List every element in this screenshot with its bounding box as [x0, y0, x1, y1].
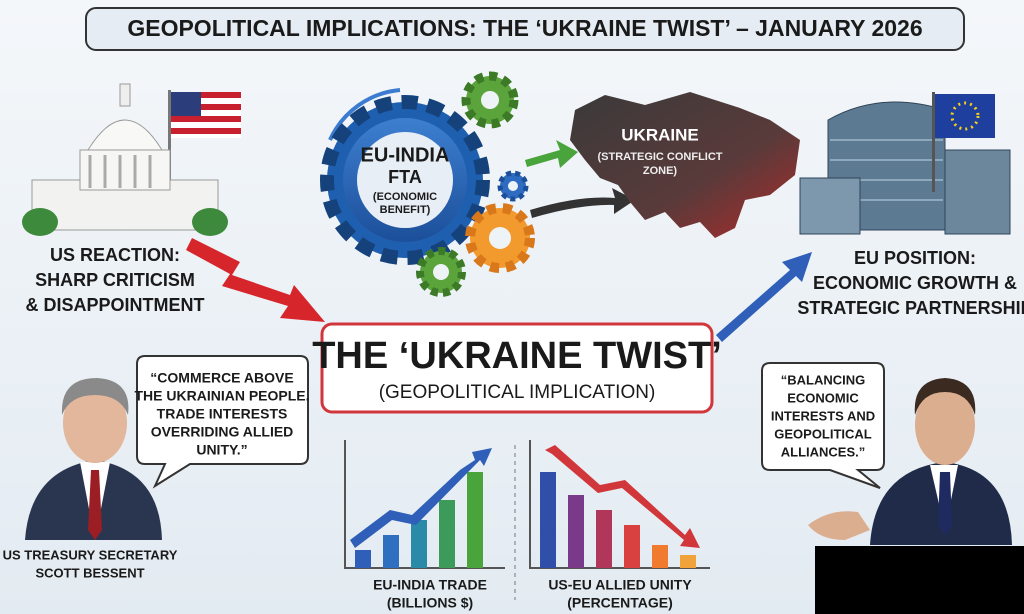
quote-line: UNITY.” — [196, 442, 247, 458]
eu-position-line: EU POSITION: — [854, 248, 976, 268]
center-title: THE ‘UKRAINE TWIST’ — [312, 335, 722, 377]
person-label: SCOTT BESSENT — [35, 565, 144, 580]
person-illustration — [808, 378, 1012, 545]
gears — [320, 71, 635, 297]
eu-position-line: ECONOMIC GROWTH & — [813, 273, 1017, 293]
quote-line: THE UKRAINIAN PEOPLE. — [134, 388, 309, 404]
center-subtitle: (GEOPOLITICAL IMPLICATION) — [379, 382, 656, 403]
capitol-illustration — [22, 83, 241, 236]
gear-line: EU-INDIA — [361, 144, 450, 166]
chart-label: US-EU ALLIED UNITY — [548, 577, 692, 593]
quote-line: OVERRIDING ALLIED — [151, 424, 294, 440]
ukraine-line: UKRAINE — [621, 125, 698, 144]
us-reaction-line: US REACTION: — [50, 245, 180, 265]
chart-label: (BILLIONS $) — [387, 595, 473, 611]
person-illustration — [25, 378, 162, 540]
speech-bubble — [761, 362, 885, 489]
quote-line: GEOPOLITICAL — [774, 426, 872, 441]
title: GEOPOLITICAL IMPLICATIONS: THE ‘UKRAINE … — [127, 15, 922, 41]
gear-line: (ECONOMIC — [373, 191, 437, 203]
eu-building — [799, 92, 1011, 235]
chart-label: EU-INDIA TRADE — [373, 577, 487, 593]
ukraine-line: ZONE) — [643, 165, 678, 177]
down-arrow — [186, 238, 325, 322]
us-reaction-line: & DISAPPOINTMENT — [25, 295, 204, 315]
title-box — [85, 7, 965, 51]
eu-position-line: STRATEGIC PARTNERSHIP — [797, 298, 1024, 318]
chart-label: (PERCENTAGE) — [567, 595, 673, 611]
gear-line: FTA — [388, 167, 422, 187]
ukraine-map — [570, 92, 800, 238]
gear-line: BENEFIT) — [380, 204, 431, 216]
unity-chart-illustration — [529, 440, 710, 569]
up-arrow — [716, 252, 812, 342]
quote-line: “COMMERCE ABOVE — [150, 370, 293, 386]
ukraine-line: (STRATEGIC CONFLICT — [597, 151, 722, 163]
center-box — [320, 322, 714, 414]
quote-line: “BALANCING — [781, 372, 866, 387]
quote-line: INTERESTS AND — [771, 408, 875, 423]
quote-line: ALLIANCES.” — [781, 444, 866, 459]
quote-line: ECONOMIC — [787, 390, 859, 405]
quote-line: TRADE INTERESTS — [157, 406, 288, 422]
trade-chart-illustration — [344, 440, 505, 569]
us-reaction-line: SHARP CRITICISM — [35, 270, 195, 290]
speech-bubble — [136, 355, 309, 489]
black-box — [815, 546, 1024, 614]
person-label: US TREASURY SECRETARY — [3, 547, 178, 562]
